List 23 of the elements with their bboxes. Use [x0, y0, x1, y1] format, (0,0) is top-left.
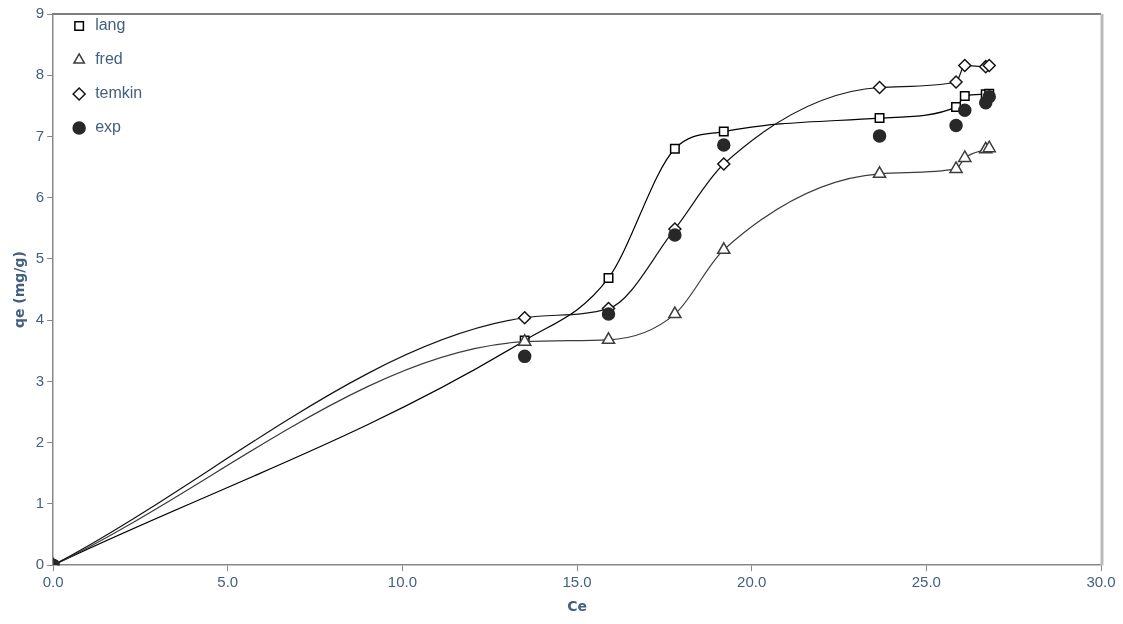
y-tick-label: 1 — [35, 494, 45, 512]
x-tick-label: 10.0 — [387, 573, 418, 591]
legend-label: exp — [95, 118, 122, 136]
x-tick-label: 20.0 — [737, 573, 767, 591]
y-axis-title: qe (mg/g) — [11, 251, 28, 329]
x-tick-label: 30.0 — [1086, 573, 1116, 591]
y-tick-label: 4 — [35, 310, 45, 328]
y-tick-label: 5 — [35, 249, 45, 267]
y-tick-label: 7 — [35, 126, 45, 144]
x-tick-label: 0.0 — [42, 573, 64, 591]
x-tick-label: 25.0 — [911, 573, 941, 591]
x-axis-title: Ce — [567, 598, 587, 615]
legend-label: fred — [95, 50, 123, 68]
y-tick-label: 6 — [35, 187, 45, 205]
x-tick-label: 15.0 — [562, 573, 592, 591]
y-tick-label: 0 — [35, 555, 45, 573]
x-tick-label: 5.0 — [217, 573, 239, 591]
legend-label: temkin — [95, 84, 143, 102]
y-tick-label: 3 — [35, 371, 45, 389]
y-tick-label: 8 — [35, 65, 45, 83]
y-tick-label: 9 — [35, 4, 45, 22]
legend-label: lang — [95, 16, 126, 34]
y-tick-label: 2 — [35, 432, 45, 450]
